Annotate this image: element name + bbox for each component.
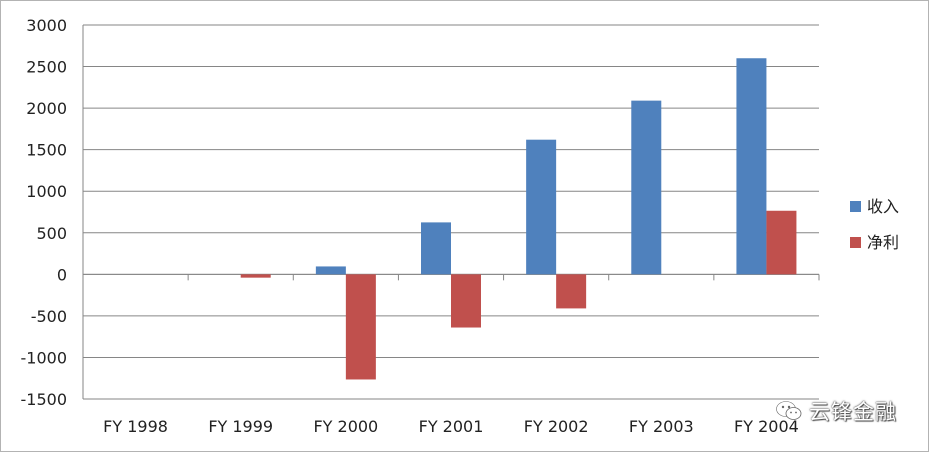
axes xyxy=(82,25,820,399)
y-tick-label: 500 xyxy=(36,224,67,243)
bar-net-profit xyxy=(766,210,797,275)
bar-revenue xyxy=(526,139,557,275)
bar-net-profit xyxy=(240,274,271,278)
bars xyxy=(240,58,797,380)
x-tick-label: FY 2000 xyxy=(313,417,378,436)
legend-swatch xyxy=(850,201,861,212)
y-tick-label: 3000 xyxy=(26,16,67,35)
y-tick-label: -1000 xyxy=(21,348,68,367)
y-tick-label: -1500 xyxy=(21,390,68,409)
bar-revenue xyxy=(315,266,346,275)
y-tick-label: -500 xyxy=(31,307,67,326)
x-tick-label: FY 1998 xyxy=(103,417,168,436)
y-tick-label: 0 xyxy=(57,265,67,284)
y-tick-label: 1500 xyxy=(26,141,67,160)
gridlines xyxy=(83,24,819,400)
x-tick-label: FY 2001 xyxy=(419,417,484,436)
x-tick-label: FY 1999 xyxy=(208,417,273,436)
legend-label: 净利 xyxy=(867,233,899,252)
x-tick-label: FY 2004 xyxy=(734,417,799,436)
legend-swatch xyxy=(850,237,861,248)
watermark: 云锋金融 xyxy=(775,396,897,426)
y-axis-tick-labels: 3000 2500 2000 1500 1000 500 0 -500 -1000 -1500 xyxy=(21,16,68,409)
bar-net-profit xyxy=(451,274,481,328)
bar-net-profit xyxy=(345,274,376,380)
legend-label: 收入 xyxy=(867,197,899,216)
bar-revenue xyxy=(421,222,451,275)
watermark-text: 云锋金融 xyxy=(809,400,897,424)
wechat-icon xyxy=(775,400,802,420)
x-tick-label: FY 2002 xyxy=(524,417,589,436)
y-tick-label: 1000 xyxy=(26,182,67,201)
bar-revenue xyxy=(736,58,767,275)
y-tick-label: 2500 xyxy=(26,58,67,77)
bar-net-profit xyxy=(556,274,587,309)
y-tick-label: 2000 xyxy=(26,99,67,118)
x-axis-tick-labels: FY 1998 FY 1999 FY 2000 FY 2001 FY 2002 FY 20… xyxy=(103,417,799,436)
bar-revenue xyxy=(631,100,662,275)
x-tick-label: FY 2003 xyxy=(629,417,694,436)
